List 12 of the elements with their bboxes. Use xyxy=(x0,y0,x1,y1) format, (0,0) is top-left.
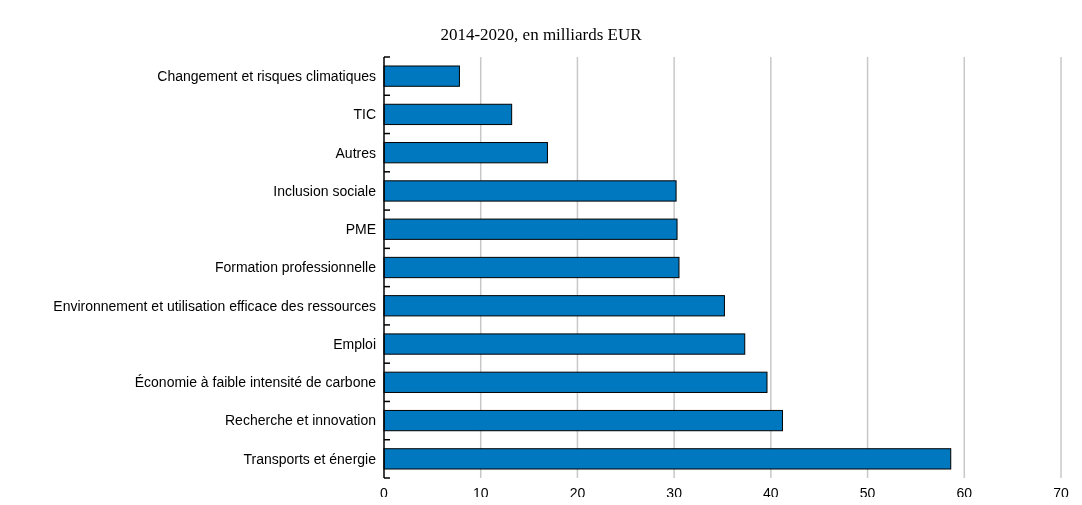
y-tick-label: Transports et énergie xyxy=(243,450,377,467)
y-tick-label: TIC xyxy=(353,106,376,123)
y-tick-label: Inclusion sociale xyxy=(273,182,377,199)
y-tick-label: PME xyxy=(345,221,376,238)
chart-subtitle: 2014-2020, en milliards EUR xyxy=(440,25,643,44)
y-tick-label: Environnement et utilisation efficace des ressources xyxy=(53,297,376,314)
y-tick-label: Formation professionnelle xyxy=(214,259,377,276)
y-tick-label: Autres xyxy=(335,144,376,161)
y-tick-label: Emploi xyxy=(333,335,376,352)
y-tick-label: Économie à faible intensité de carbone xyxy=(134,374,377,391)
y-tick-label: Recherche et innovation xyxy=(225,412,376,429)
y-tick-label: Changement et risques climatiques xyxy=(157,68,376,85)
